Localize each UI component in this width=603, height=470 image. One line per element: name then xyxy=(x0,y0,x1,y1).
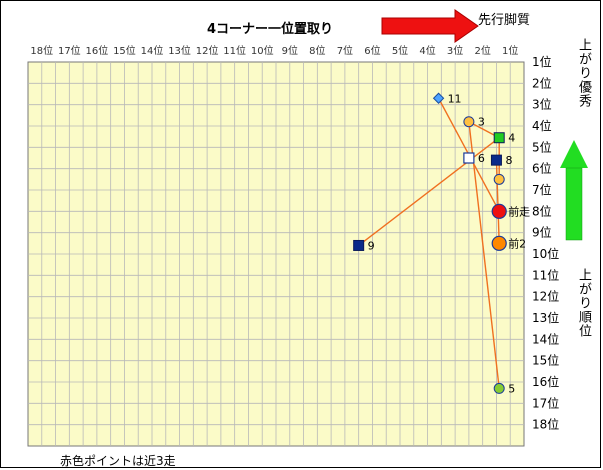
point-marker xyxy=(353,239,365,251)
point-label: 11 xyxy=(448,92,462,105)
y-tick-label: 13位 xyxy=(532,310,559,325)
x-tick-label: 16位 xyxy=(86,44,109,57)
footnote: 赤色ポイントは近3走 xyxy=(60,454,176,468)
y-tick-label: 5位 xyxy=(532,139,552,154)
x-tick-label: 5位 xyxy=(392,44,408,57)
red-arrow-icon xyxy=(381,9,479,43)
point-marker xyxy=(493,132,505,144)
x-tick-label: 6位 xyxy=(364,44,380,57)
point-label: 3 xyxy=(478,116,485,129)
connection-line xyxy=(468,121,500,389)
point-marker xyxy=(491,235,507,251)
x-tick-label: 3位 xyxy=(447,44,463,57)
y-tick-label: 12位 xyxy=(532,289,559,304)
point-marker xyxy=(493,173,505,185)
x-tick-label: 18位 xyxy=(30,44,53,57)
x-tick-label: 9位 xyxy=(282,44,298,57)
x-tick-label: 14位 xyxy=(141,44,164,57)
y-tick-label: 6位 xyxy=(532,161,552,176)
x-tick-label: 17位 xyxy=(58,44,81,57)
point-label: 4 xyxy=(508,132,515,145)
y-tick-label: 10位 xyxy=(532,246,559,261)
y-tick-label: 8位 xyxy=(532,203,552,218)
x-tick-label: 11位 xyxy=(223,44,246,57)
point-marker xyxy=(493,382,505,394)
connection-line xyxy=(495,160,500,244)
x-tick-label: 8位 xyxy=(309,44,325,57)
x-tick-label: 10位 xyxy=(251,44,274,57)
x-tick-label: 15位 xyxy=(113,44,136,57)
green-arrow-shaft-icon xyxy=(565,167,583,241)
x-tick-label: 13位 xyxy=(168,44,191,57)
y-tick-label: 9位 xyxy=(532,225,552,240)
x-tick-label: 12位 xyxy=(196,44,219,57)
point-label: 前2 xyxy=(508,236,526,250)
point-label: 前走 xyxy=(508,204,530,218)
point-marker xyxy=(491,203,507,219)
point-label: 8 xyxy=(505,154,512,167)
point-marker xyxy=(432,92,445,104)
point-marker xyxy=(463,152,475,164)
y-tick-label: 17位 xyxy=(532,395,559,410)
top-right-label: 上がり優秀 xyxy=(576,38,591,108)
green-arrow-head-icon xyxy=(560,140,588,168)
y-tick-label: 11位 xyxy=(532,267,559,282)
y-tick-label: 7位 xyxy=(532,182,552,197)
x-tick-label: 4位 xyxy=(419,44,435,57)
point-label: 9 xyxy=(368,239,375,252)
point-marker xyxy=(490,154,502,166)
lead-style-label: 先行脚質 xyxy=(478,13,531,28)
y-tick-label: 1位 xyxy=(532,54,552,69)
x-tick-label: 2位 xyxy=(474,44,490,57)
connection-line xyxy=(358,137,500,247)
chart-title: 4コーナー一位置取り xyxy=(206,22,334,37)
y-tick-label: 4位 xyxy=(532,118,552,133)
x-tick-label: 1位 xyxy=(502,44,518,57)
right-axis-label: 上がり順位 xyxy=(576,268,591,338)
y-tick-label: 14位 xyxy=(532,331,559,346)
y-tick-label: 3位 xyxy=(532,97,552,112)
y-tick-label: 2位 xyxy=(532,75,552,90)
x-tick-label: 7位 xyxy=(337,44,353,57)
y-tick-label: 15位 xyxy=(532,353,559,368)
y-tick-label: 16位 xyxy=(532,374,559,389)
y-tick-label: 18位 xyxy=(532,417,559,432)
point-label: 5 xyxy=(508,382,515,395)
point-label: 6 xyxy=(478,152,485,165)
point-marker xyxy=(463,116,475,128)
